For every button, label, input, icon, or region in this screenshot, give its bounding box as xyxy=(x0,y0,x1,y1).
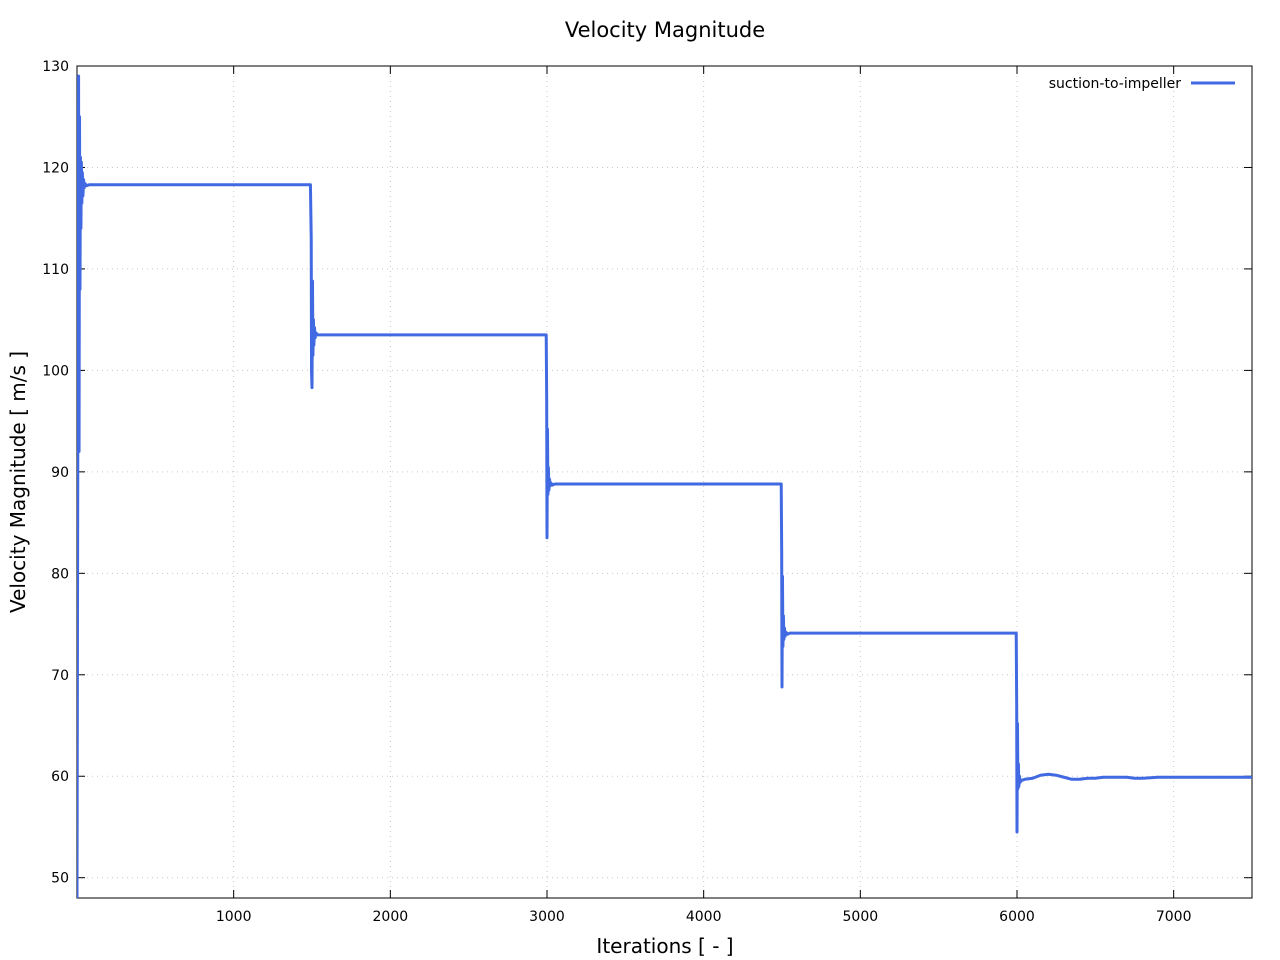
y-tick-label: 130 xyxy=(42,59,69,75)
x-tick-label: 2000 xyxy=(373,909,409,925)
y-tick-label: 50 xyxy=(51,871,69,887)
y-tick-label: 60 xyxy=(51,769,69,785)
series-line-suction-to-impeller xyxy=(77,74,1252,898)
legend: suction-to-impeller xyxy=(1049,76,1235,92)
x-tick-label: 1000 xyxy=(216,909,252,925)
x-tick-label: 5000 xyxy=(843,909,879,925)
x-tick-label: 3000 xyxy=(529,909,565,925)
y-tick-label: 120 xyxy=(42,160,69,176)
y-tick-label: 110 xyxy=(42,262,69,278)
y-axis-title: Velocity Magnitude [ m/s ] xyxy=(6,351,30,613)
series-layer xyxy=(77,74,1252,898)
y-tick-label: 70 xyxy=(51,668,69,684)
legend-label: suction-to-impeller xyxy=(1049,76,1182,92)
chart-title: Velocity Magnitude xyxy=(565,18,765,42)
y-tick-label: 80 xyxy=(51,566,69,582)
x-tick-label: 4000 xyxy=(686,909,722,925)
plot-area-frame xyxy=(76,65,1253,899)
y-tick-label: 90 xyxy=(51,465,69,481)
x-tick-label: 6000 xyxy=(999,909,1035,925)
x-tick-label: 7000 xyxy=(1156,909,1192,925)
y-tick-label: 100 xyxy=(42,363,69,379)
x-axis-title: Iterations [ - ] xyxy=(596,934,733,958)
axis-ticks: 1000 2000 3000 4000 5000 6000 7000 50 60 70 80 90 10… xyxy=(42,59,1252,925)
grid-lines xyxy=(77,65,1252,898)
